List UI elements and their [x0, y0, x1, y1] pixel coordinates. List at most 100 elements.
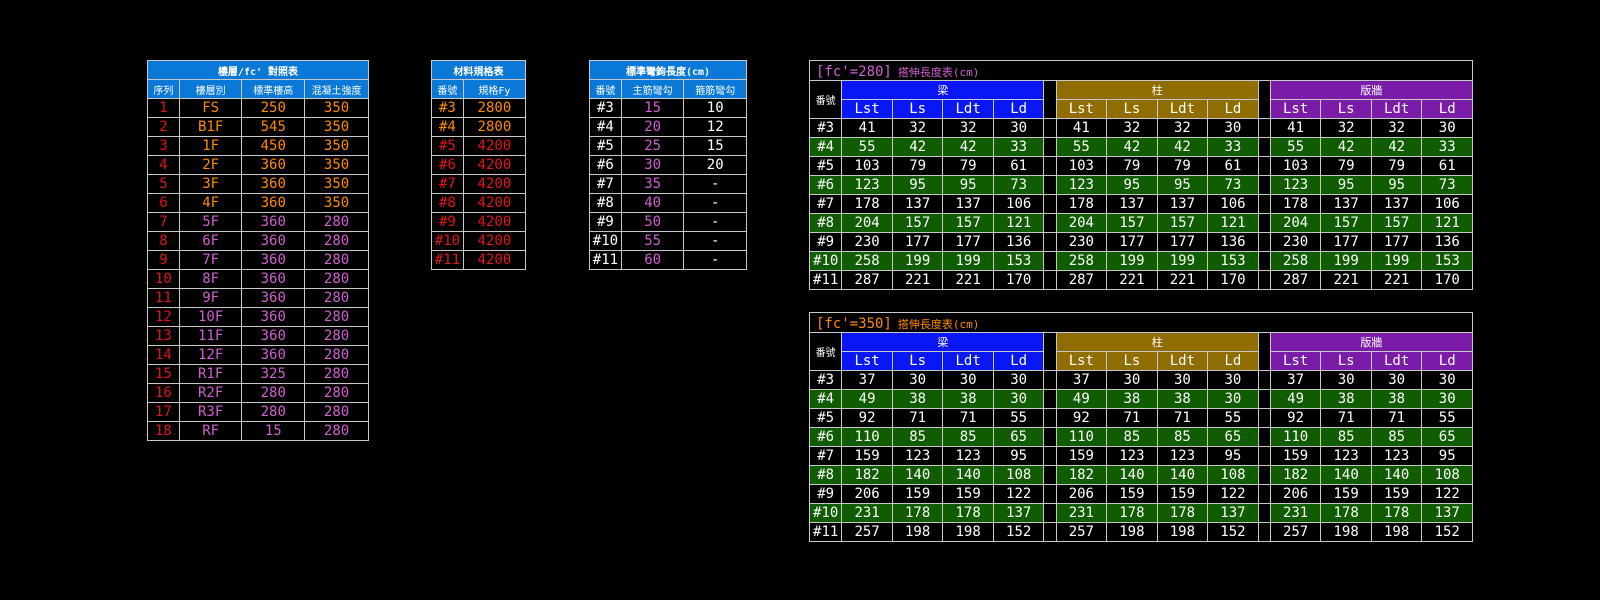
header-strength: 混凝土強度: [304, 79, 369, 99]
floor-strength: 280: [304, 212, 369, 232]
splice-value: 38: [1370, 389, 1423, 409]
table-row: #9 50-: [589, 212, 747, 232]
splice-title: [fc'=350] 搭伸長度表(cm): [809, 312, 1473, 333]
floor-name: RF: [178, 421, 243, 441]
floor-height: 15: [241, 421, 306, 441]
splice-value: 71: [1370, 408, 1423, 428]
table-row: 16 R2F 280 280: [147, 383, 369, 403]
splice-value: 61: [1421, 156, 1473, 176]
column-group-header: 柱: [1055, 80, 1259, 100]
table-row: 18 RF 15 280: [147, 421, 369, 441]
splice-value: 123: [1106, 446, 1158, 466]
table-row: 1 FS 250 350: [147, 98, 369, 118]
group-spacer: [1043, 389, 1057, 409]
table-row: #4 49 38 38 30 49 38 38 30 49 38 38 30: [808, 389, 1473, 409]
bar-number: #6: [589, 155, 622, 175]
subheader-lst: Lst: [1055, 99, 1108, 119]
splice-title-row: [fc'=350] 搭伸長度表(cm): [809, 312, 1473, 333]
table-row: 2 B1F 545 350: [147, 117, 369, 137]
floor-strength: 350: [304, 174, 369, 194]
splice-value: 157: [942, 213, 994, 233]
splice-value: 153: [1207, 251, 1259, 271]
floor-name: 7F: [178, 250, 243, 270]
table-row: 5 3F 360 350: [147, 174, 369, 194]
splice-value: 123: [1156, 446, 1209, 466]
floor-height: 360: [241, 307, 306, 327]
bar-number: #8: [808, 213, 843, 233]
splice-value: 170: [1421, 270, 1473, 290]
hook-table-header-row: 番號 主筋彎勾 箍筋彎勾: [589, 79, 747, 99]
table-row: #10 55-: [589, 231, 747, 251]
splice-value: 206: [1269, 484, 1322, 504]
splice-value: 95: [992, 446, 1045, 466]
splice-value: 157: [1320, 213, 1372, 233]
floor-name: R2F: [178, 383, 243, 403]
group-spacer: [1257, 118, 1271, 138]
table-row: 4 2F 360 350: [147, 155, 369, 175]
splice-value: 198: [1320, 522, 1372, 542]
floor-strength: 350: [304, 193, 369, 213]
fy-value: 4200: [462, 231, 527, 251]
floor-strength: 280: [304, 269, 369, 289]
splice-value: 198: [1156, 522, 1209, 542]
splice-value: 178: [1269, 194, 1322, 214]
splice-value: 71: [1320, 408, 1372, 428]
fy-value: 4200: [462, 212, 527, 232]
splice-value: 38: [942, 389, 994, 409]
group-spacer: [1043, 118, 1057, 138]
splice-value: 37: [1055, 370, 1108, 390]
bar-number: #8: [431, 193, 464, 213]
splice-value: 42: [1156, 137, 1209, 157]
splice-value: 177: [1156, 232, 1209, 252]
splice-value: 121: [992, 213, 1045, 233]
group-spacer: [1043, 370, 1057, 390]
splice-value: 157: [1156, 213, 1209, 233]
floor-strength: 280: [304, 288, 369, 308]
table-row: #8 204 157 157 121 204 157 157 121 204 157 157 121: [808, 213, 1473, 233]
splice-value: 110: [1269, 427, 1322, 447]
subheader-lst: Lst: [841, 99, 893, 119]
splice-value: 137: [1106, 194, 1158, 214]
group-spacer: [1257, 484, 1271, 504]
table-row: #11 4200: [431, 250, 527, 270]
floor-height: 360: [241, 212, 306, 232]
splice-value: 230: [1269, 232, 1322, 252]
splice-value: 85: [891, 427, 944, 447]
row-header: 番號: [808, 332, 843, 371]
floor-height: 360: [241, 231, 306, 251]
splice-value: 33: [1421, 137, 1473, 157]
splice-value: 79: [1370, 156, 1423, 176]
splice-value: 92: [841, 408, 893, 428]
fy-value: 4200: [462, 136, 527, 156]
subheader-ls: Ls: [1320, 351, 1372, 371]
splice-value: 79: [1106, 156, 1158, 176]
group-spacer: [1043, 484, 1057, 504]
table-row: #4 2800: [431, 117, 527, 137]
floor-name: 5F: [178, 212, 243, 232]
splice-value: 231: [1055, 503, 1108, 523]
floor-strength: 350: [304, 117, 369, 137]
splice-value: 42: [891, 137, 944, 157]
splice-value: 221: [1156, 270, 1209, 290]
splice-table-fc350: [fc'=350] 搭伸長度表(cm) 番號梁柱版牆 Lst Ls Ldt Ld Lst Ls L…: [808, 312, 1474, 542]
table-row: #5 25 15: [589, 136, 747, 156]
hook-table-body: #3 15 10 #4 20 12 #5 25 15 #6 30 20 #7 35- #8 40- #9 50- #…: [589, 98, 747, 270]
floor-name: 11F: [178, 326, 243, 346]
splice-value: 182: [1055, 465, 1108, 485]
bar-number: #6: [808, 427, 843, 447]
splice-value: 159: [1370, 484, 1423, 504]
splice-value: 61: [992, 156, 1045, 176]
splice-value: 123: [1269, 175, 1322, 195]
stirrup-hook-value: 12: [683, 117, 747, 137]
floor-table-body: 1 FS 250 350 2 B1F 545 350 3 1F 450 350 4 2F 360 350 5 3F…: [147, 98, 369, 441]
floor-index: 6: [147, 193, 180, 213]
splice-value: 157: [1106, 213, 1158, 233]
bar-number: #3: [431, 98, 464, 118]
floor-index: 13: [147, 326, 180, 346]
floor-height: 360: [241, 174, 306, 194]
row-header: 番號: [808, 80, 843, 119]
table-row: #8 4200: [431, 193, 527, 213]
splice-value: 122: [992, 484, 1045, 504]
splice-value: 137: [1320, 194, 1372, 214]
group-spacer: [1043, 332, 1057, 371]
